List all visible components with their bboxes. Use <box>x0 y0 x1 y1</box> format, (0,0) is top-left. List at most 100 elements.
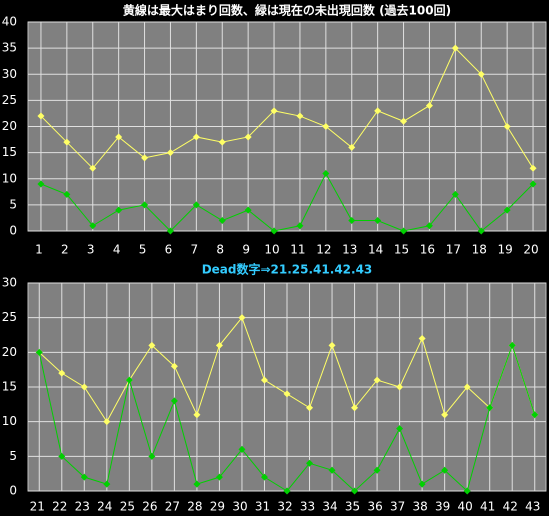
point <box>58 452 66 460</box>
y-tick-label: 0 <box>9 484 17 498</box>
point <box>244 206 252 214</box>
x-tick-label: 18 <box>472 243 487 257</box>
x-tick-label: 5 <box>139 243 147 257</box>
x-tick-label: 13 <box>342 243 357 257</box>
x-tick-label: 29 <box>210 500 225 514</box>
point <box>508 341 516 349</box>
point <box>89 222 97 230</box>
x-tick-label: 30 <box>232 500 247 514</box>
point <box>63 138 71 146</box>
x-tick-label: 25 <box>120 500 135 514</box>
point <box>322 123 330 130</box>
point <box>451 190 459 198</box>
x-tick-label: 35 <box>345 500 360 514</box>
point <box>351 404 359 412</box>
x-tick-label: 9 <box>242 243 250 257</box>
point <box>37 112 45 120</box>
point <box>463 383 471 391</box>
point <box>115 133 123 141</box>
x-tick-label: 17 <box>446 243 461 257</box>
point <box>148 341 156 349</box>
x-tick-label: 36 <box>367 500 382 514</box>
point <box>348 217 356 225</box>
x-tick-label: 7 <box>191 243 199 257</box>
y-tick-label: 20 <box>2 345 17 359</box>
x-tick-label: 20 <box>523 243 538 257</box>
point <box>270 227 278 235</box>
x-tick-label: 38 <box>412 500 427 514</box>
point <box>141 201 149 209</box>
point <box>441 411 449 419</box>
point <box>477 70 485 78</box>
y-tick-label: 15 <box>2 380 17 394</box>
y-tick-label: 0 <box>9 224 17 238</box>
x-tick-label: 6 <box>165 243 173 257</box>
point <box>193 411 201 419</box>
y-tick-label: 30 <box>2 276 17 290</box>
x-tick-label: 24 <box>97 500 112 514</box>
point <box>192 201 200 209</box>
x-tick-label: 33 <box>300 500 315 514</box>
point <box>166 227 174 235</box>
point <box>238 314 246 322</box>
point <box>115 206 123 214</box>
x-tick-label: 43 <box>525 500 540 514</box>
point <box>89 164 97 172</box>
y-tick-label: 25 <box>2 310 17 324</box>
point <box>374 107 382 115</box>
point <box>463 487 471 495</box>
point <box>218 138 226 146</box>
point <box>63 190 71 198</box>
point <box>306 459 314 467</box>
point <box>193 480 201 488</box>
y-tick-label: 30 <box>2 67 17 81</box>
x-tick-label: 23 <box>75 500 90 514</box>
x-tick-label: 41 <box>480 500 495 514</box>
point <box>80 383 88 391</box>
x-tick-label: 34 <box>322 500 337 514</box>
point <box>328 466 336 474</box>
point <box>218 217 226 225</box>
y-tick-label: 5 <box>9 449 17 463</box>
point <box>425 222 433 230</box>
x-tick-label: 27 <box>165 500 180 514</box>
point <box>192 133 200 141</box>
y-tick-label: 25 <box>2 93 17 107</box>
point <box>503 123 511 130</box>
x-tick-label: 21 <box>30 500 45 514</box>
x-tick-label: 37 <box>390 500 405 514</box>
x-tick-label: 16 <box>420 243 435 257</box>
x-tick-label: 32 <box>277 500 292 514</box>
point <box>148 452 156 460</box>
x-tick-label: 4 <box>113 243 121 257</box>
point <box>238 445 246 453</box>
x-tick-label: 40 <box>458 500 473 514</box>
point <box>451 44 459 52</box>
point <box>374 217 382 225</box>
point <box>529 164 537 172</box>
point <box>80 473 88 481</box>
point <box>170 362 178 370</box>
point <box>244 133 252 141</box>
point <box>283 390 291 398</box>
chart-title: 黄線は最大はまり回数、緑は現在の未出現回数 (過去100回) <box>123 3 451 18</box>
point <box>283 487 291 495</box>
point <box>306 404 314 412</box>
x-tick-label: 19 <box>498 243 513 257</box>
y-tick-label: 10 <box>2 171 17 185</box>
x-tick-label: 39 <box>435 500 450 514</box>
point <box>400 117 408 125</box>
point <box>215 341 223 349</box>
x-tick-label: 15 <box>394 243 409 257</box>
point <box>296 112 304 120</box>
point <box>486 404 494 412</box>
point <box>260 376 268 384</box>
x-tick-label: 26 <box>142 500 157 514</box>
x-tick-label: 14 <box>368 243 383 257</box>
x-tick-label: 2 <box>61 243 69 257</box>
x-tick-label: 22 <box>52 500 67 514</box>
y-tick-label: 20 <box>2 119 17 133</box>
point <box>396 383 404 391</box>
point <box>529 180 537 188</box>
